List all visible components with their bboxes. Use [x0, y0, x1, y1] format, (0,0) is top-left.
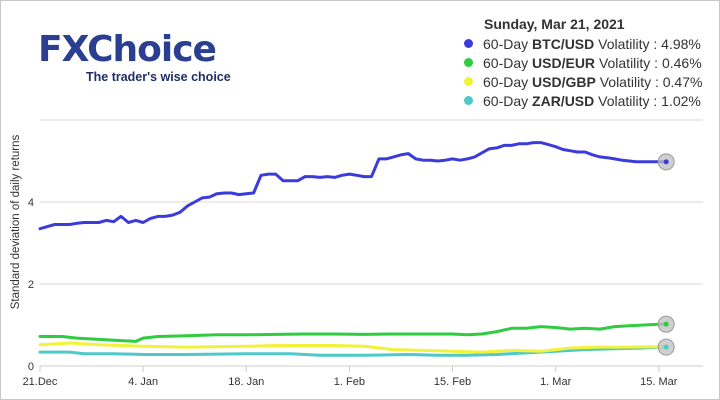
series-line-60-day-usd-gbp-volatility [38, 341, 668, 354]
x-tick-label: 1. Feb [334, 376, 365, 388]
legend-item-usd-gbp[interactable]: 60-Day USD/GBP Volatility : 0.47% [458, 72, 708, 91]
legend-value: Volatility : 0.47% [599, 73, 703, 90]
logo-fx-text: FX [38, 29, 88, 70]
logo-tagline: The trader's wise choice [86, 70, 231, 84]
legend-pair: ZAR/USD [532, 92, 595, 109]
legend-item-zar-usd[interactable]: 60-Day ZAR/USD Volatility : 1.02% [458, 91, 708, 110]
series-lines [38, 141, 668, 357]
legend-value: Volatility : 0.46% [598, 54, 702, 71]
x-tick-label: 15. Feb [434, 376, 471, 388]
legend-date: Sunday, Mar 21, 2021 [484, 16, 625, 32]
series-line-60-day-usd-eur-volatility [38, 322, 668, 343]
x-axis-ticks: 21.Dec 4. Jan 18. Jan 1. Feb 15. Feb 1. Mar 15… [23, 366, 678, 388]
grid-lines [40, 119, 703, 367]
legend-pair: USD/EUR [532, 54, 596, 71]
x-tick-label: 1. Mar [540, 376, 572, 388]
x-tick-label: 21.Dec [23, 376, 58, 388]
legend-value: Volatility : 4.98% [598, 35, 701, 52]
legend-marker-icon [464, 58, 473, 67]
legend-prefix: 60-Day [483, 92, 529, 109]
y-axis-ticks: 0 2 4 [28, 197, 34, 373]
series-line-60-day-btc-usd-volatility [38, 141, 668, 231]
x-tick-label: 4. Jan [128, 376, 158, 388]
chart-legend: Sunday, Mar 21, 2021 60-Day BTC/USD Vola… [458, 14, 708, 110]
series-end-point [663, 159, 669, 165]
legend-prefix: 60-Day [483, 73, 529, 90]
x-tick-label: 15. Mar [640, 376, 678, 388]
series-end-point [663, 344, 669, 350]
legend-marker-icon [464, 39, 473, 48]
end-markers [657, 153, 675, 356]
legend-item-btc-usd[interactable]: 60-Day BTC/USD Volatility : 4.98% [458, 34, 708, 53]
fxchoice-logo: FXChoice The trader's wise choice [38, 29, 231, 85]
legend-pair: BTC/USD [532, 35, 595, 52]
logo-choice-text: Choice [87, 29, 217, 70]
legend-prefix: 60-Day [483, 54, 529, 71]
legend-marker-icon [464, 96, 473, 105]
legend-pair: USD/GBP [532, 73, 596, 90]
series-line-60-day-zar-usd-volatility [38, 345, 668, 357]
y-axis-label: Standard deviation of daily returns [10, 134, 22, 310]
series-end-point [663, 321, 669, 327]
y-tick-label: 2 [28, 279, 34, 291]
y-tick-label: 4 [28, 197, 34, 209]
legend-prefix: 60-Day [483, 35, 529, 52]
legend-marker-icon [464, 77, 473, 86]
y-tick-label: 0 [28, 361, 34, 373]
x-tick-label: 18. Jan [228, 376, 264, 388]
legend-value: Volatility : 1.02% [598, 92, 701, 109]
legend-item-usd-eur[interactable]: 60-Day USD/EUR Volatility : 0.46% [458, 53, 708, 72]
